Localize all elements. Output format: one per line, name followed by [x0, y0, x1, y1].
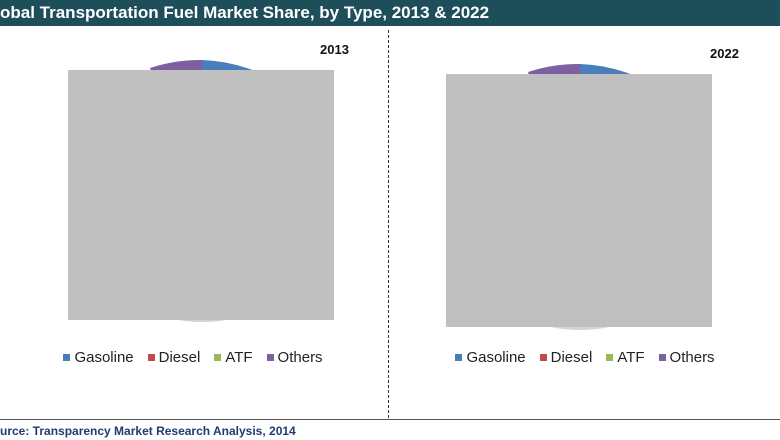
legend-label-others-2022: Others: [669, 349, 715, 366]
legend-item-atf-2013: ATF: [214, 349, 253, 366]
chart-year-label-2013: 2013: [320, 42, 349, 57]
legend-swatch-gasoline-2022: [455, 354, 463, 361]
legend-item-atf-2022: ATF: [606, 349, 645, 366]
legend-item-diesel-2022: Diesel: [539, 349, 593, 366]
pie-chart-2022: [446, 63, 712, 330]
image-occlusion-2022: [446, 74, 712, 327]
header-bar: obal Transportation Fuel Market Share, b…: [0, 0, 780, 26]
legend-swatch-atf-2013: [214, 354, 222, 361]
legend-item-diesel-2013: Diesel: [147, 349, 201, 366]
legend-item-gasoline-2022: Gasoline: [455, 349, 526, 366]
legend-swatch-gasoline-2013: [63, 354, 71, 361]
footer-divider: [0, 419, 780, 420]
pie-chart-2013: [68, 59, 334, 322]
chart-title: obal Transportation Fuel Market Share, b…: [0, 3, 490, 22]
legend-label-gasoline-2022: Gasoline: [466, 349, 526, 366]
chart-panel-2022: 2022 Gasoline Diesel ATF Others: [392, 30, 778, 410]
legend-label-gasoline-2013: Gasoline: [74, 349, 134, 366]
legend-swatch-diesel-2013: [147, 354, 155, 361]
chart-year-label-2022: 2022: [710, 46, 739, 61]
legend-swatch-others-2022: [658, 354, 666, 361]
legend-item-others-2022: Others: [658, 349, 715, 366]
panel-divider: [388, 30, 389, 418]
source-note: urce: Transparency Market Research Analy…: [0, 424, 296, 438]
legend-item-others-2013: Others: [266, 349, 323, 366]
legend-swatch-diesel-2022: [539, 354, 547, 361]
legend-label-diesel-2022: Diesel: [550, 349, 593, 366]
chart-panel-2013: 2013 Gasoline Diesel ATF Others: [0, 30, 386, 410]
legend-2022: Gasoline Diesel ATF Others: [392, 349, 778, 366]
legend-item-gasoline-2013: Gasoline: [63, 349, 134, 366]
legend-label-atf-2013: ATF: [225, 349, 253, 366]
legend-2013: Gasoline Diesel ATF Others: [0, 349, 386, 366]
legend-label-atf-2022: ATF: [617, 349, 645, 366]
image-occlusion-2013: [68, 70, 334, 320]
legend-label-diesel-2013: Diesel: [158, 349, 201, 366]
legend-swatch-atf-2022: [606, 354, 614, 361]
legend-label-others-2013: Others: [277, 349, 323, 366]
legend-swatch-others-2013: [266, 354, 274, 361]
